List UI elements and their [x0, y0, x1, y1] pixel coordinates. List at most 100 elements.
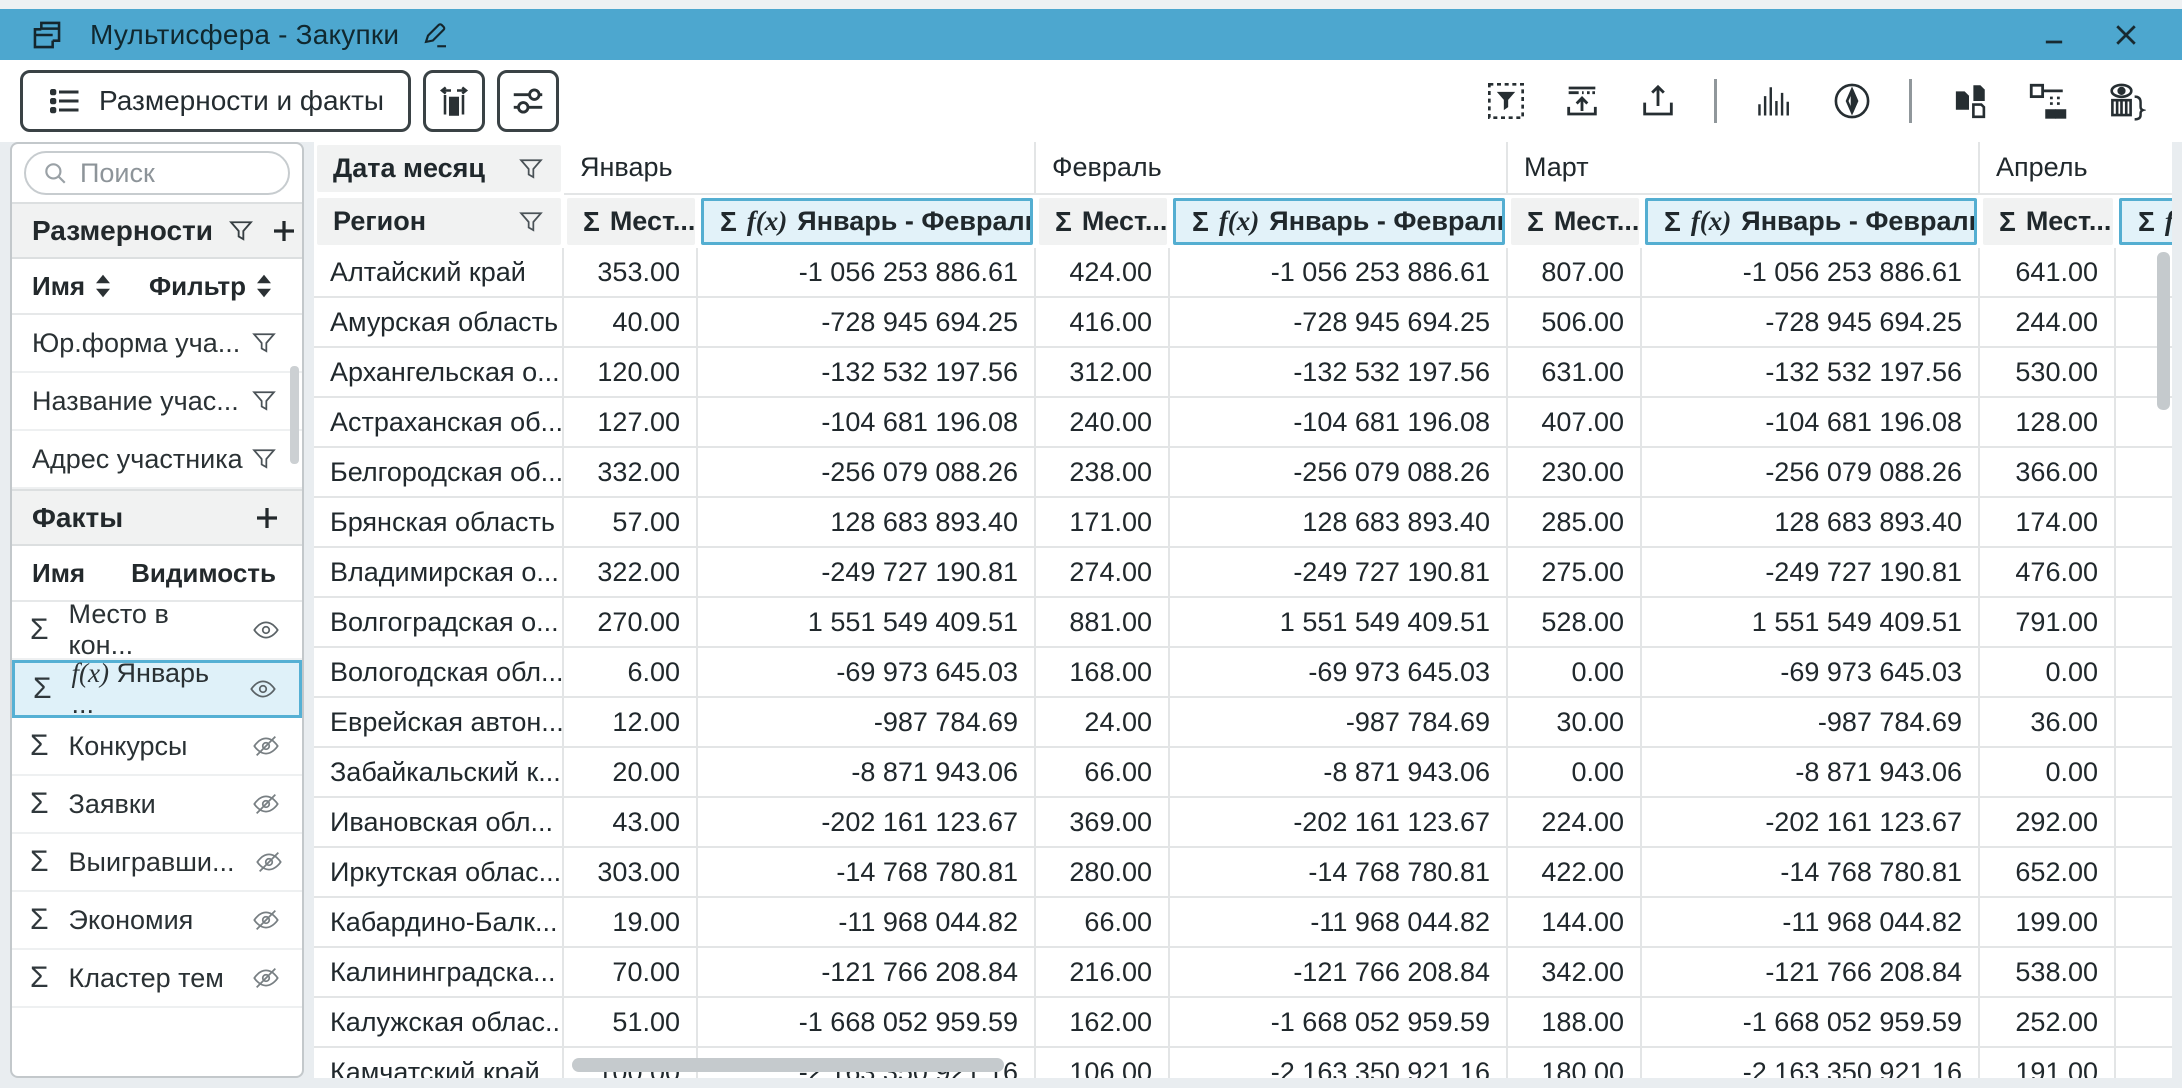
fx-cell[interactable]: -69 973 645.03: [698, 648, 1036, 698]
mest-cell[interactable]: 528.00: [1508, 598, 1642, 648]
mest-cell[interactable]: 292.00: [1980, 798, 2116, 848]
fx-cell[interactable]: 1 551 549 409.51: [1642, 598, 1980, 648]
fx-cell[interactable]: -256 079 088.26: [1170, 448, 1508, 498]
fact-item[interactable]: Σ f(x) Январь ...: [12, 658, 302, 719]
fx-cell[interactable]: -2 163 350 921.16: [1170, 1048, 1508, 1078]
fact-item[interactable]: Σ Выигравши...: [12, 834, 302, 892]
mest-cell[interactable]: 275.00: [1508, 548, 1642, 598]
region-cell[interactable]: Иркутская облас...: [314, 848, 564, 898]
mest-cell[interactable]: 36.00: [1980, 698, 2116, 748]
mest-cell[interactable]: 424.00: [1036, 248, 1170, 298]
mest-cell[interactable]: 20.00: [564, 748, 698, 798]
mest-cell[interactable]: 791.00: [1980, 598, 2116, 648]
mest-cell[interactable]: 224.00: [1508, 798, 1642, 848]
mest-cell[interactable]: 342.00: [1508, 948, 1642, 998]
mest-cell[interactable]: 280.00: [1036, 848, 1170, 898]
dimensions-filter-icon[interactable]: [227, 217, 255, 245]
region-cell[interactable]: Амурская область: [314, 298, 564, 348]
fx-cell[interactable]: 1 551 549 409.51: [1170, 598, 1508, 648]
mest-cell[interactable]: 24.00: [1036, 698, 1170, 748]
fx-cell[interactable]: -69 973 645.03: [1642, 648, 1980, 698]
sort-name-icon[interactable]: [91, 272, 115, 300]
mest-column-header-1[interactable]: Σ Мест...: [567, 198, 695, 245]
fx-cell[interactable]: -2 163 350 921.16: [1642, 1048, 1980, 1078]
mest-cell[interactable]: 538.00: [1980, 948, 2116, 998]
fx-cell[interactable]: 128 683 893.40: [1642, 498, 1980, 548]
mest-cell[interactable]: 174.00: [1980, 498, 2116, 548]
fx-cell[interactable]: [2116, 448, 2172, 498]
mest-cell[interactable]: 43.00: [564, 798, 698, 848]
mest-cell[interactable]: 506.00: [1508, 298, 1642, 348]
mest-cell[interactable]: 66.00: [1036, 748, 1170, 798]
visibility-eye-icon[interactable]: [252, 906, 280, 934]
mest-cell[interactable]: 0.00: [1508, 648, 1642, 698]
copy-documents-icon[interactable]: [1948, 80, 1990, 122]
mest-cell[interactable]: 66.00: [1036, 898, 1170, 948]
mest-cell[interactable]: 416.00: [1036, 298, 1170, 348]
fx-cell[interactable]: 1 551 549 409.51: [698, 598, 1036, 648]
fx-cell[interactable]: -249 727 190.81: [1170, 548, 1508, 598]
mest-cell[interactable]: 274.00: [1036, 548, 1170, 598]
fact-item[interactable]: Σ Заявки: [12, 776, 302, 834]
fx-cell[interactable]: [2116, 698, 2172, 748]
month-group-header-3[interactable]: Март: [1508, 142, 1980, 195]
mest-column-header-3[interactable]: Σ Мест...: [1511, 198, 1639, 245]
fx-cell[interactable]: -1 668 052 959.59: [1642, 998, 1980, 1048]
mest-cell[interactable]: 0.00: [1980, 648, 2116, 698]
fx-cell[interactable]: -104 681 196.08: [1170, 398, 1508, 448]
fx-cell[interactable]: -11 968 044.82: [1642, 898, 1980, 948]
filter-funnel-icon[interactable]: [517, 155, 545, 183]
region-cell[interactable]: Забайкальский к...: [314, 748, 564, 798]
mest-cell[interactable]: 631.00: [1508, 348, 1642, 398]
fact-item[interactable]: Σ Кластер тем: [12, 950, 302, 1008]
region-cell[interactable]: Вологодская обл...: [314, 648, 564, 698]
fx-cell[interactable]: [2116, 998, 2172, 1048]
add-fact-button[interactable]: [252, 503, 282, 533]
mest-cell[interactable]: 881.00: [1036, 598, 1170, 648]
region-cell[interactable]: Камчатский край: [314, 1048, 564, 1078]
mest-cell[interactable]: 6.00: [564, 648, 698, 698]
mest-cell[interactable]: 30.00: [1508, 698, 1642, 748]
mest-cell[interactable]: 188.00: [1508, 998, 1642, 1048]
vertical-scrollbar-thumb[interactable]: [2157, 252, 2170, 410]
mest-cell[interactable]: 216.00: [1036, 948, 1170, 998]
fx-cell[interactable]: -11 968 044.82: [698, 898, 1036, 948]
visibility-eye-icon[interactable]: [252, 616, 280, 644]
mest-cell[interactable]: 285.00: [1508, 498, 1642, 548]
sort-filter-icon[interactable]: [252, 272, 276, 300]
dimension-filter-icon[interactable]: [250, 329, 278, 357]
sidebar-scrollbar-thumb[interactable]: [290, 366, 299, 464]
month-group-header-2[interactable]: Февраль: [1036, 142, 1508, 195]
fact-item[interactable]: Σ Экономия: [12, 892, 302, 950]
fx-cell[interactable]: -1 056 253 886.61: [1170, 248, 1508, 298]
region-cell[interactable]: Брянская область: [314, 498, 564, 548]
mest-cell[interactable]: 230.00: [1508, 448, 1642, 498]
fx-cell[interactable]: -202 161 123.67: [1170, 798, 1508, 848]
add-dimension-button[interactable]: [269, 216, 299, 246]
minimize-button[interactable]: [2032, 13, 2076, 57]
fx-cell[interactable]: -11 968 044.82: [1170, 898, 1508, 948]
region-header[interactable]: Регион: [317, 198, 561, 245]
histogram-icon[interactable]: [1753, 81, 1795, 121]
fx-cell[interactable]: -249 727 190.81: [1642, 548, 1980, 598]
fx-cell[interactable]: -8 871 943.06: [698, 748, 1036, 798]
fx-cell[interactable]: [2116, 498, 2172, 548]
mest-cell[interactable]: 180.00: [1508, 1048, 1642, 1078]
region-cell[interactable]: Калужская облас...: [314, 998, 564, 1048]
fx-cell[interactable]: -132 532 197.56: [1170, 348, 1508, 398]
fx-cell[interactable]: -256 079 088.26: [1642, 448, 1980, 498]
export-icon[interactable]: [1638, 81, 1678, 121]
date-month-header[interactable]: Дата месяц: [317, 145, 561, 192]
filter-funnel-icon[interactable]: [517, 208, 545, 236]
fx-cell[interactable]: -121 766 208.84: [1642, 948, 1980, 998]
close-button[interactable]: [2104, 13, 2148, 57]
fx-cell[interactable]: -256 079 088.26: [698, 448, 1036, 498]
month-group-header-4[interactable]: Апрель: [1980, 142, 2172, 195]
region-cell[interactable]: Еврейская автон...: [314, 698, 564, 748]
column-width-button[interactable]: [423, 70, 486, 132]
fx-cell[interactable]: -121 766 208.84: [1170, 948, 1508, 998]
mest-cell[interactable]: 144.00: [1508, 898, 1642, 948]
fx-cell[interactable]: -1 668 052 959.59: [1170, 998, 1508, 1048]
fx-cell[interactable]: -987 784.69: [1170, 698, 1508, 748]
fx-cell[interactable]: [2116, 1048, 2172, 1078]
